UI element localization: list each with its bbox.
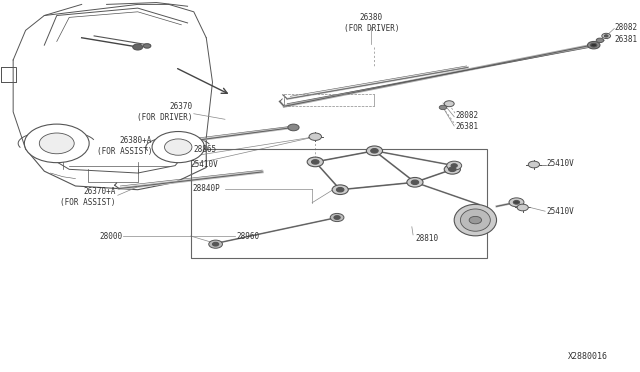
- Circle shape: [334, 216, 340, 219]
- Text: 28082: 28082: [456, 111, 479, 120]
- Circle shape: [337, 187, 344, 192]
- Ellipse shape: [454, 204, 497, 236]
- Text: 25410V: 25410V: [191, 160, 218, 169]
- Bar: [191, 149, 486, 258]
- Text: 26370+A
(FOR ASSIST): 26370+A (FOR ASSIST): [60, 187, 116, 207]
- Circle shape: [371, 148, 378, 153]
- Circle shape: [332, 185, 348, 195]
- Text: 26380+A
(FOR ASSIST): 26380+A (FOR ASSIST): [97, 136, 152, 155]
- Circle shape: [143, 44, 151, 48]
- Circle shape: [588, 41, 600, 49]
- Circle shape: [307, 157, 323, 167]
- Circle shape: [602, 33, 611, 38]
- Circle shape: [366, 146, 383, 155]
- Text: 26381: 26381: [614, 35, 637, 44]
- Text: 25410V: 25410V: [547, 159, 574, 168]
- Circle shape: [152, 132, 204, 163]
- Circle shape: [596, 38, 604, 42]
- Circle shape: [39, 133, 74, 154]
- Ellipse shape: [460, 209, 490, 231]
- Circle shape: [517, 204, 528, 211]
- Circle shape: [444, 164, 460, 174]
- Text: 26380
(FOR DRIVER): 26380 (FOR DRIVER): [344, 13, 399, 33]
- Text: 28960: 28960: [236, 232, 259, 241]
- Circle shape: [212, 242, 219, 246]
- Circle shape: [209, 240, 223, 248]
- Circle shape: [513, 201, 520, 204]
- Circle shape: [444, 101, 454, 107]
- Circle shape: [604, 35, 608, 37]
- Circle shape: [330, 214, 344, 222]
- Circle shape: [591, 43, 597, 47]
- Text: 26370
(FOR DRIVER): 26370 (FOR DRIVER): [137, 102, 193, 122]
- Bar: [1, 67, 16, 82]
- Text: 28810: 28810: [415, 234, 438, 243]
- Circle shape: [509, 198, 524, 207]
- Circle shape: [439, 105, 447, 110]
- Text: X2880016: X2880016: [568, 352, 608, 361]
- Text: 28082: 28082: [614, 23, 637, 32]
- Text: 26381: 26381: [456, 122, 479, 131]
- Text: 28865: 28865: [194, 145, 217, 154]
- Circle shape: [132, 44, 143, 50]
- Text: 28000: 28000: [99, 232, 122, 241]
- Circle shape: [469, 217, 481, 224]
- Circle shape: [312, 160, 319, 164]
- Circle shape: [24, 124, 89, 163]
- Circle shape: [528, 161, 540, 168]
- Circle shape: [309, 133, 321, 140]
- Circle shape: [288, 124, 299, 131]
- Circle shape: [449, 167, 456, 171]
- Circle shape: [164, 139, 192, 155]
- Circle shape: [407, 177, 423, 187]
- Circle shape: [447, 161, 461, 170]
- Text: 25410V: 25410V: [547, 208, 574, 217]
- Text: 28840P: 28840P: [193, 185, 220, 193]
- Circle shape: [412, 180, 419, 185]
- Circle shape: [451, 164, 458, 167]
